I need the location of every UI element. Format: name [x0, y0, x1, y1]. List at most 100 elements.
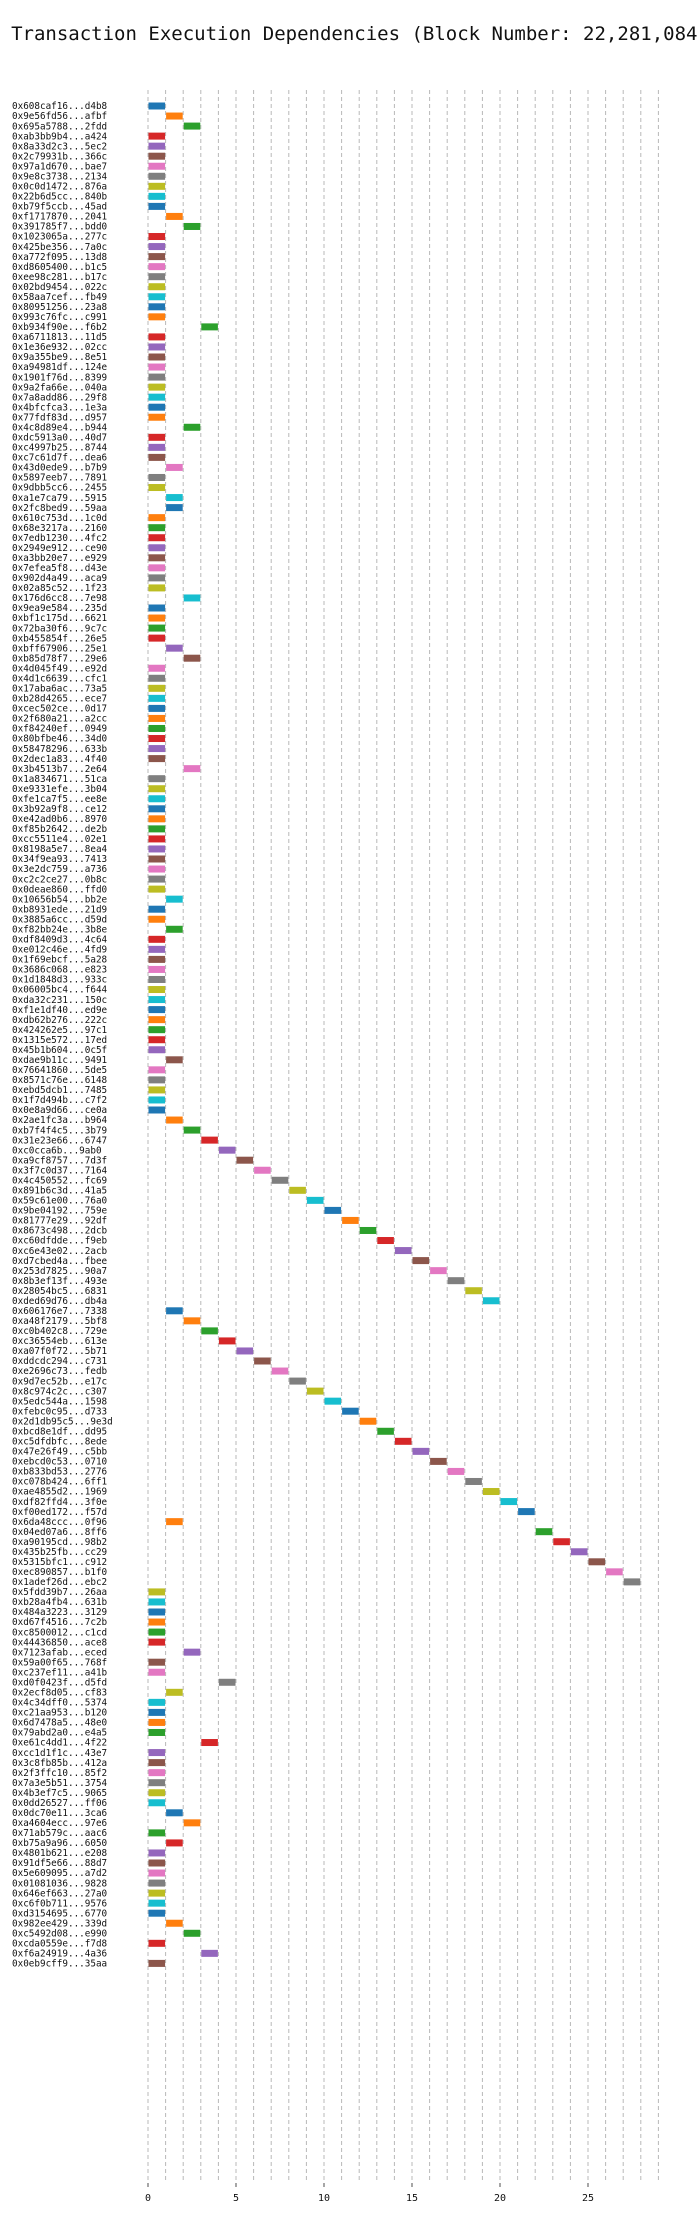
task-bar	[148, 313, 166, 321]
y-tick-label: 0xb28d4265...ece7	[12, 694, 107, 705]
y-tick-label: 0x10656b54...bb2e	[12, 894, 108, 905]
task-bar	[166, 1518, 183, 1526]
task-bar	[148, 1779, 166, 1787]
x-tick-label: 0	[145, 2193, 151, 2204]
y-tick-label: 0x0deae860...ffd0	[12, 884, 107, 895]
y-tick-label: 0x2ecf8d05...cf83	[12, 1688, 107, 1699]
y-tick-label: 0x43d0ede9...b7b9	[12, 463, 107, 474]
y-tick-label: 0x1adef26d...ebc2	[12, 1577, 107, 1588]
task-bar	[148, 1638, 166, 1646]
y-tick-label: 0x4801b621...e208	[12, 1848, 107, 1859]
task-bar	[148, 1728, 166, 1736]
y-tick-label: 0xc4997b25...8744	[12, 443, 108, 454]
y-tick-label: 0x5fdd39b7...26aa	[12, 1587, 107, 1598]
task-bar	[183, 1126, 201, 1134]
x-axis: 0 5 10 15 20 25	[145, 2183, 594, 2204]
y-tick-label: 0x58aa7cef...fb49	[12, 292, 107, 303]
y-tick-label: 0x424262e5...97c1	[12, 1025, 107, 1036]
task-bar	[148, 1066, 166, 1074]
task-bar	[148, 1588, 166, 1596]
y-tick-label: 0xd67f4516...7c2b	[12, 1617, 108, 1628]
task-bar	[166, 1839, 183, 1847]
y-tick-label: 0x2f3ffc10...85f2	[12, 1768, 107, 1779]
y-tick-label: 0xdc5913a0...40d7	[12, 433, 107, 444]
y-tick-label: 0xa48f2179...5bf8	[12, 1316, 107, 1327]
task-bar	[148, 694, 166, 702]
y-tick-label: 0xda32c231...150c	[12, 995, 107, 1006]
y-tick-label: 0x0eb9cff9...35aa	[12, 1959, 107, 1970]
task-bar	[148, 1608, 166, 1616]
task-bar	[148, 1618, 166, 1626]
y-tick-label: 0x81777e29...92df	[12, 1216, 107, 1227]
task-bar	[606, 1568, 623, 1576]
task-bar	[148, 383, 166, 391]
task-bar	[148, 564, 166, 572]
y-tick-label: 0xae4855d2...1969	[12, 1487, 107, 1498]
y-tick-label: 0x58478296...633b	[12, 744, 108, 755]
y-tick-label: 0x8673c498...2dcb	[12, 1226, 108, 1237]
y-tick-label: 0x8a33d2c3...5ec2	[12, 141, 107, 152]
y-tick-label: 0x9be04192...759e	[12, 1206, 108, 1217]
task-bar	[148, 514, 166, 522]
y-tick-label: 0xa9cf8757...7d3f	[12, 1155, 107, 1166]
y-tick-label: 0x6d7478a5...48e0	[12, 1718, 107, 1729]
y-tick-label: 0x425be356...7a0c	[12, 242, 107, 253]
task-bar	[148, 905, 166, 913]
y-tick-label: 0xfebc0c95...d733	[12, 1406, 107, 1417]
y-tick-label: 0x4c450552...fc69	[12, 1175, 107, 1186]
task-bar	[148, 724, 166, 732]
y-tick-label: 0xc078b424...6ff1	[12, 1477, 107, 1488]
task-bar	[553, 1538, 570, 1546]
y-tick-label: 0x1023065a...277c	[12, 232, 107, 243]
task-bar	[148, 1759, 166, 1767]
task-bar	[148, 1959, 166, 1967]
y-tick-label: 0x8198a5e7...8ea4	[12, 844, 108, 855]
task-bar	[148, 132, 166, 140]
task-bar	[148, 624, 166, 632]
y-tick-label: 0x9a355be9...8e51	[12, 352, 107, 363]
task-bar	[148, 775, 166, 783]
y-tick-label: 0xf1e1df40...ed9e	[12, 1005, 108, 1016]
y-tick-label: 0xd3154695...6770	[12, 1908, 107, 1919]
task-bar	[148, 1006, 166, 1014]
y-tick-label: 0xc0cca6b...9ab0	[12, 1145, 102, 1156]
task-bar	[148, 755, 166, 763]
task-bar	[236, 1156, 254, 1164]
task-bar	[148, 614, 166, 622]
y-tick-label: 0x5315bfc1...c912	[12, 1557, 107, 1568]
y-tick-label: 0xa90195cd...98b2	[12, 1537, 107, 1548]
y-tick-label: 0xf82bb24e...3b8e	[12, 924, 108, 935]
task-bar	[148, 785, 166, 793]
task-bar	[166, 1307, 183, 1315]
task-bar	[201, 323, 218, 331]
task-bar	[148, 1939, 166, 1947]
y-tick-label: 0x01081036...9828	[12, 1878, 107, 1889]
task-bar	[148, 1769, 166, 1777]
y-tick-label: 0x0dc70e11...3ca6	[12, 1808, 107, 1819]
task-bar	[430, 1267, 447, 1275]
task-bar	[465, 1287, 482, 1295]
y-tick-label: 0xc0b402c8...729e	[12, 1326, 108, 1337]
task-bar	[148, 945, 166, 953]
task-bar	[166, 212, 183, 220]
y-tick-label: 0x3686c068...e823	[12, 965, 107, 976]
y-tick-label: 0xc2c2ce27...0b8c	[12, 874, 107, 885]
task-bar	[148, 1829, 166, 1837]
y-tick-label: 0x31e23e66...6747	[12, 1135, 107, 1146]
y-tick-label: 0x8571c76e...6148	[12, 1075, 107, 1086]
task-bar	[148, 172, 166, 180]
y-tick-label: 0xfe1ca7f5...ee8e	[12, 794, 108, 805]
task-bar	[148, 986, 166, 994]
task-bar	[377, 1427, 394, 1435]
y-tick-label: 0x902d4a49...aca9	[12, 573, 107, 584]
y-tick-label: 0x1e36e932...02cc	[12, 342, 107, 353]
task-bar	[148, 865, 166, 873]
task-bar	[148, 1899, 166, 1907]
y-tick-label: 0x4d1c6639...cfc1	[12, 673, 107, 684]
task-bar	[447, 1467, 465, 1475]
y-tick-label: 0xdf82ffd4...3f0e	[12, 1497, 108, 1508]
task-bar	[500, 1498, 518, 1506]
task-bar	[218, 1146, 236, 1154]
y-tick-label: 0x2ae1fc3a...b964	[12, 1115, 108, 1126]
y-tick-label: 0x176d6cc8...7e98	[12, 593, 107, 604]
